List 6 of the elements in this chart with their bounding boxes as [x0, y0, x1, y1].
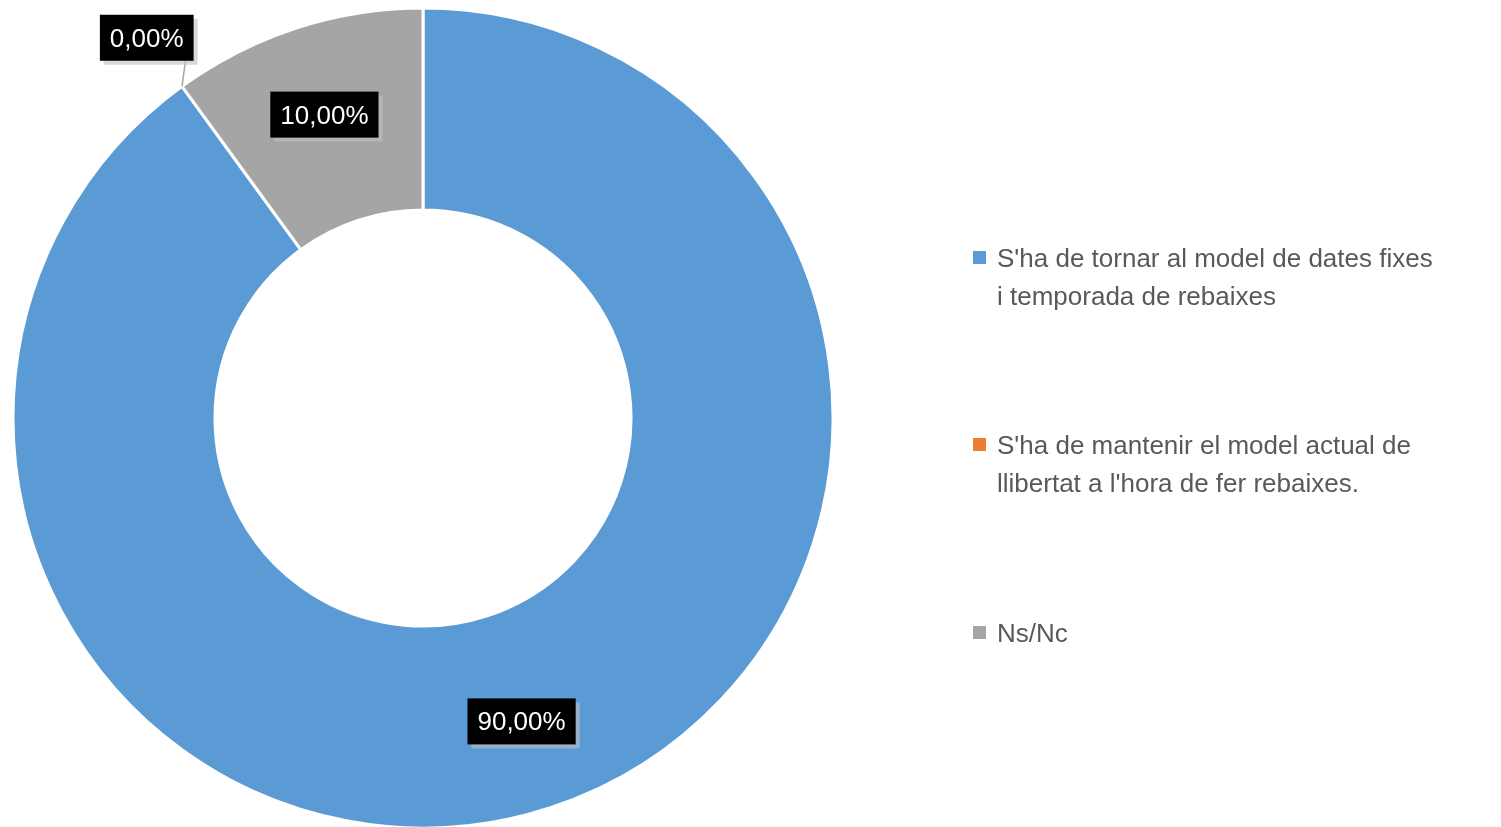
- text: 0,00%: [109, 22, 184, 53]
- legend-label: S'ha de mantenir el model actual de llibertat a l'hora de fer rebaixes.: [997, 430, 1411, 498]
- data-label: 10,00%: [280, 99, 369, 130]
- legend-label: Ns/Nc: [997, 618, 1068, 648]
- data-label: 90,00%: [477, 706, 566, 737]
- legend-label: S'ha de tornar al model de dates fixes i temporada de rebaixes: [997, 243, 1433, 311]
